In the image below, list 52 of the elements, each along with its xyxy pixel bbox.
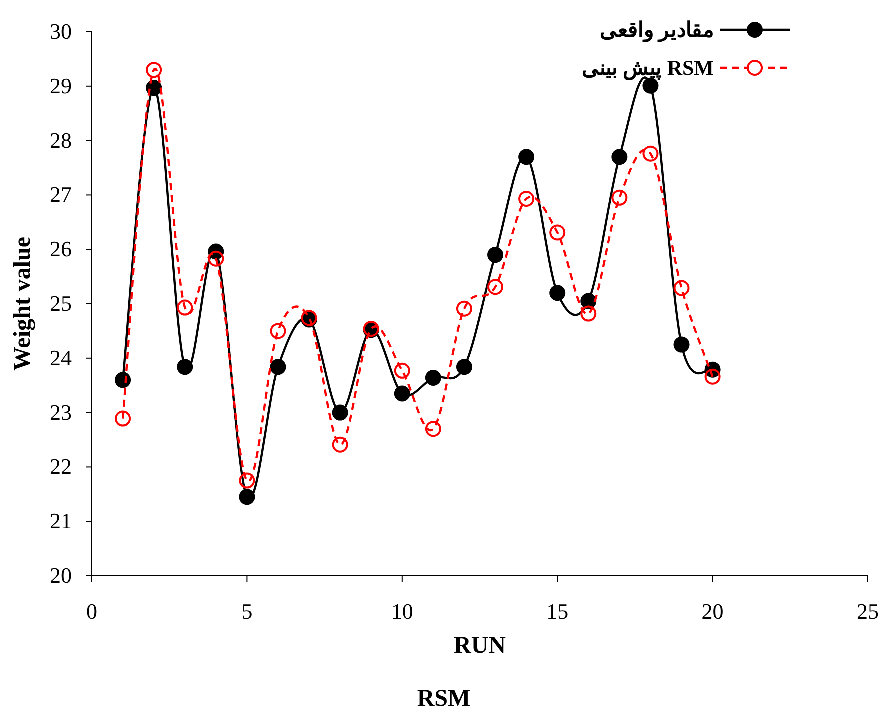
point bbox=[674, 336, 690, 353]
point bbox=[550, 285, 566, 302]
point bbox=[674, 280, 690, 296]
point bbox=[488, 247, 504, 264]
y-tick-label: 23 bbox=[50, 400, 72, 425]
point bbox=[239, 472, 256, 489]
point bbox=[146, 62, 162, 78]
y-tick-label: 26 bbox=[50, 236, 72, 262]
point bbox=[177, 359, 194, 376]
legend-label: مقادیر واقعی bbox=[600, 18, 714, 43]
legend-label: پیش بینی RSM bbox=[582, 56, 714, 81]
point bbox=[177, 300, 194, 316]
point bbox=[208, 250, 224, 267]
y-tick-label: 27 bbox=[50, 182, 72, 208]
point bbox=[425, 370, 442, 386]
point bbox=[642, 146, 659, 162]
point bbox=[456, 300, 472, 317]
point bbox=[580, 306, 597, 322]
point bbox=[115, 410, 132, 427]
y-tick-label: 22 bbox=[50, 454, 72, 480]
point bbox=[456, 359, 472, 376]
text: RSM bbox=[417, 686, 471, 712]
y-axis-title: Weight value bbox=[10, 236, 36, 372]
x-tick-label: 10 bbox=[391, 599, 414, 624]
point bbox=[332, 404, 348, 421]
x-axis-title: RUN bbox=[454, 633, 507, 659]
point bbox=[518, 191, 535, 208]
x-tick-label: 15 bbox=[546, 599, 569, 624]
point bbox=[518, 149, 535, 166]
point bbox=[394, 386, 410, 402]
point bbox=[394, 362, 410, 379]
y-tick-label: 20 bbox=[50, 563, 72, 588]
point bbox=[332, 436, 348, 453]
point bbox=[239, 489, 256, 506]
point bbox=[704, 368, 721, 385]
x-tick-label: 20 bbox=[702, 599, 724, 624]
y-tick-label: 24 bbox=[50, 345, 72, 370]
point bbox=[612, 149, 628, 166]
point bbox=[550, 224, 566, 241]
x-tick-label: 5 bbox=[242, 599, 253, 624]
y-tick-label: 29 bbox=[50, 73, 72, 98]
x-tick-label: 0 bbox=[86, 599, 98, 624]
point bbox=[612, 190, 628, 206]
y-tick-label: 21 bbox=[50, 508, 72, 534]
y-tick-label: 25 bbox=[50, 291, 72, 316]
point bbox=[488, 279, 504, 296]
y-tick-label: 28 bbox=[50, 128, 72, 153]
point bbox=[425, 421, 442, 438]
point bbox=[270, 359, 286, 376]
point bbox=[270, 323, 286, 340]
x-tick-label: 25 bbox=[857, 599, 879, 624]
y-tick-label: 30 bbox=[50, 19, 72, 44]
